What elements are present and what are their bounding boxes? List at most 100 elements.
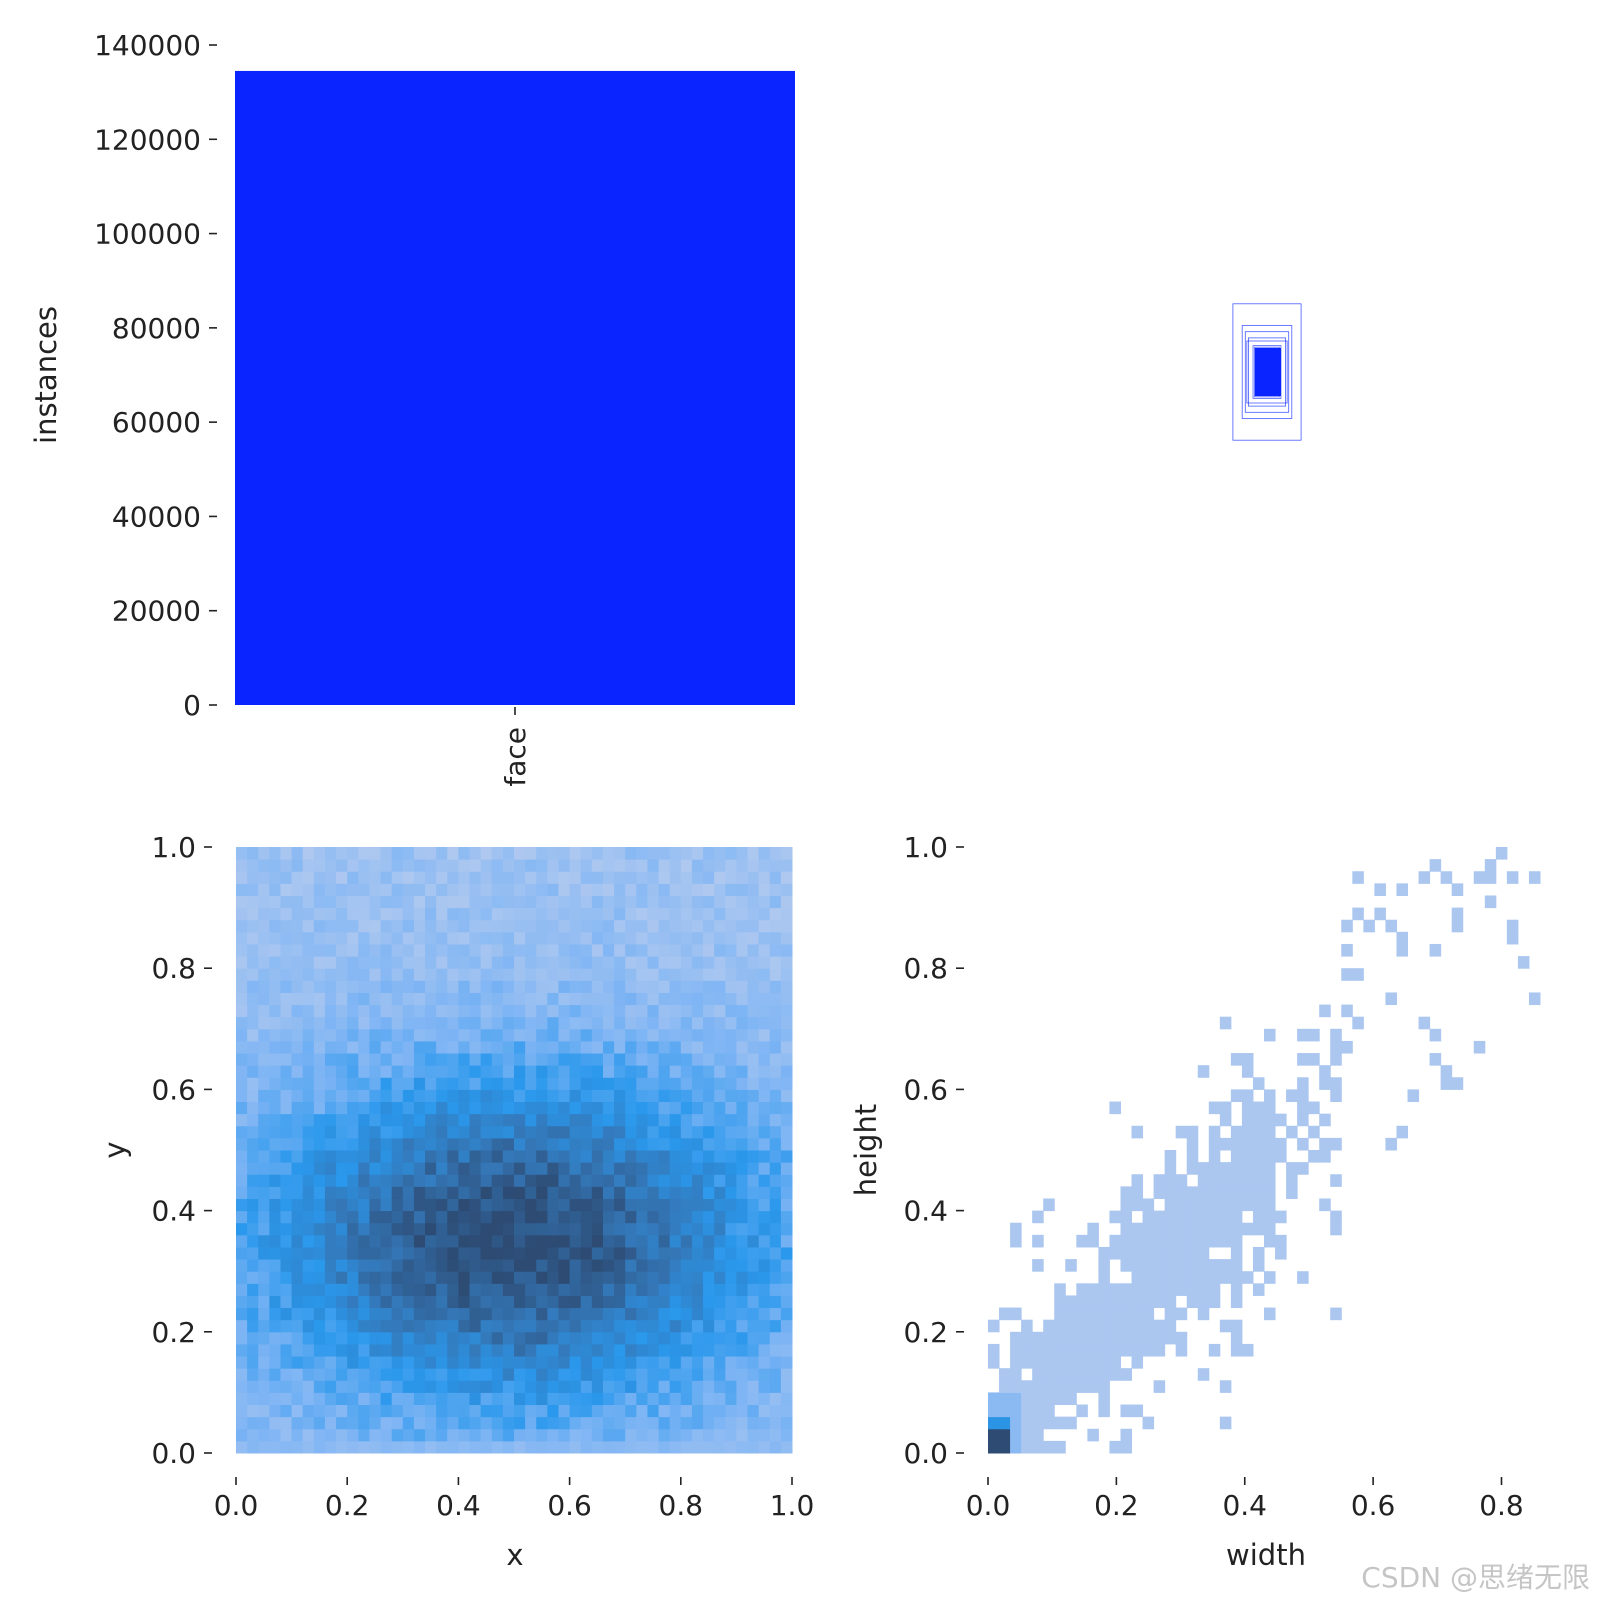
heatmap-cell bbox=[625, 1283, 637, 1296]
heatmap-cell bbox=[236, 980, 248, 993]
heatmap-cell bbox=[536, 1150, 548, 1163]
heatmap-cell bbox=[669, 1295, 682, 1309]
heatmap-cell bbox=[625, 931, 637, 945]
heatmap-cell bbox=[336, 1392, 348, 1406]
heatmap-cell bbox=[769, 1404, 782, 1418]
heatmap-cell bbox=[669, 1356, 682, 1369]
heatmap-cell bbox=[1109, 1343, 1121, 1357]
heatmap-cell bbox=[703, 1392, 715, 1406]
heatmap-cell bbox=[413, 956, 426, 969]
heatmap-cell bbox=[447, 1210, 459, 1224]
heatmap-cell bbox=[236, 968, 248, 981]
heatmap-cell bbox=[347, 859, 359, 872]
heatmap-cell bbox=[569, 1053, 582, 1066]
heatmap-cell bbox=[480, 1016, 493, 1030]
heatmap-cell bbox=[313, 1295, 326, 1309]
heatmap-cell bbox=[636, 1356, 648, 1369]
heatmap-cell bbox=[703, 943, 715, 957]
heatmap-cell bbox=[347, 956, 359, 969]
heatmap-cell bbox=[602, 1428, 615, 1442]
heatmap-cell bbox=[458, 1125, 471, 1139]
heatmap-cell bbox=[591, 871, 604, 884]
heatmap-cell bbox=[402, 1307, 415, 1321]
heatmap-cell bbox=[458, 1331, 471, 1345]
heatmap-cell bbox=[269, 1174, 281, 1187]
heatmap-cell bbox=[1219, 1380, 1232, 1393]
heatmap-cell bbox=[347, 1368, 359, 1381]
heatmap-cell bbox=[258, 1283, 270, 1296]
heatmap-cell bbox=[647, 1259, 660, 1272]
heatmap-cell bbox=[1275, 1234, 1287, 1248]
heatmap-cell bbox=[580, 1065, 593, 1078]
heatmap-cell bbox=[725, 1210, 737, 1224]
heatmap-cell bbox=[380, 992, 393, 1006]
heatmap-cell bbox=[1164, 1295, 1177, 1309]
heatmap-cell bbox=[502, 1331, 515, 1345]
heatmap-cell bbox=[258, 1113, 270, 1127]
heatmap-cell bbox=[1142, 1343, 1155, 1357]
heatmap-cell bbox=[1264, 1089, 1276, 1103]
heatmap-cell bbox=[758, 992, 771, 1006]
heatmap-cell bbox=[313, 931, 326, 945]
heatmap-cell bbox=[525, 1077, 537, 1090]
heatmap-cell bbox=[313, 1234, 326, 1248]
heatmap-cell bbox=[469, 859, 482, 872]
heatmap-cell bbox=[358, 1004, 370, 1018]
heatmap-cell bbox=[1175, 1222, 1188, 1236]
heatmap-cell bbox=[1197, 1222, 1210, 1236]
heatmap-cell bbox=[625, 1162, 637, 1175]
heatmap-cell bbox=[669, 1307, 682, 1321]
heatmap-cell bbox=[469, 1368, 482, 1381]
heatmap-cell bbox=[569, 1162, 582, 1175]
heatmap-cell bbox=[1109, 1331, 1121, 1345]
heatmap-cell bbox=[1087, 1222, 1099, 1236]
heatmap-cell bbox=[614, 1040, 626, 1054]
heatmap-cell bbox=[480, 1028, 493, 1042]
heatmap-cell bbox=[747, 968, 760, 981]
heatmap-cell bbox=[291, 1089, 304, 1103]
heatmap-cell bbox=[324, 1004, 337, 1018]
heatmap-cell bbox=[491, 1198, 504, 1212]
heatmap-cell bbox=[703, 1380, 715, 1393]
heatmap-cell bbox=[758, 931, 771, 945]
heatmap-cell bbox=[514, 871, 526, 884]
heatmap-cell bbox=[413, 907, 426, 921]
heatmap-cell bbox=[1264, 1174, 1276, 1187]
heatmap-cell bbox=[536, 907, 548, 921]
heatmap-cell bbox=[1043, 1392, 1055, 1406]
heatmap-cell bbox=[269, 1440, 281, 1454]
heatmap-cell bbox=[502, 943, 515, 957]
heatmap-cell bbox=[736, 1416, 749, 1430]
heatmap-cell bbox=[691, 1234, 704, 1248]
heatmap-cell bbox=[402, 980, 415, 993]
heatmap-cell bbox=[436, 1440, 448, 1454]
heatmap-cell bbox=[625, 1186, 637, 1199]
heatmap-cell bbox=[558, 1162, 571, 1175]
heatmap-cell bbox=[636, 1343, 648, 1357]
heatmap-cell bbox=[1076, 1368, 1088, 1381]
heatmap-cell bbox=[691, 1198, 704, 1212]
heatmap-cell bbox=[714, 883, 726, 896]
heatmap-cell bbox=[258, 1028, 270, 1042]
heatmap-cell bbox=[636, 1077, 648, 1090]
heatmap-cell bbox=[758, 919, 771, 933]
heatmap-cell bbox=[347, 1295, 359, 1309]
heatmap-cell bbox=[369, 1077, 382, 1090]
heatmap-cell bbox=[1230, 1186, 1243, 1199]
heatmap-cell bbox=[380, 871, 393, 884]
heatmap-cell bbox=[736, 1246, 749, 1260]
heatmap-cell bbox=[1252, 1174, 1265, 1187]
heatmap-cell bbox=[1297, 1053, 1309, 1066]
heatmap-cell bbox=[324, 871, 337, 884]
heatmap-cell bbox=[703, 1040, 715, 1054]
heatmap-cell bbox=[369, 1392, 382, 1406]
heatmap-cell bbox=[558, 1392, 571, 1406]
x-tick-label: 0.0 bbox=[214, 1489, 259, 1522]
heatmap-cell bbox=[247, 1246, 259, 1260]
heatmap-cell bbox=[458, 931, 471, 945]
heatmap-cell bbox=[1021, 1404, 1033, 1418]
heatmap-cell bbox=[658, 1234, 671, 1248]
heatmap-cell bbox=[636, 919, 648, 933]
heatmap-cell bbox=[402, 1416, 415, 1430]
heatmap-cell bbox=[769, 1186, 782, 1199]
